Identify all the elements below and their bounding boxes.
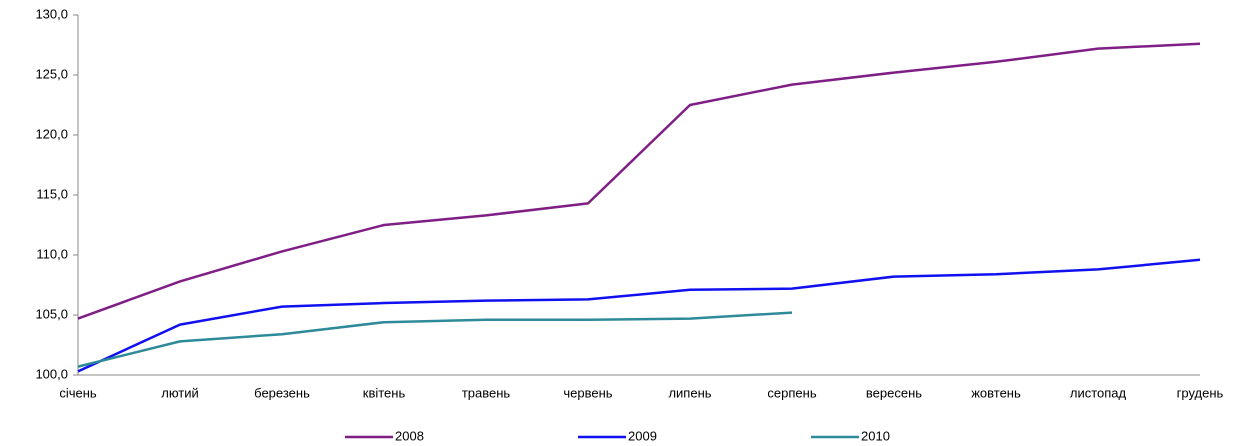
- y-tick-label: 130,0: [35, 6, 68, 21]
- legend-label: 2010: [861, 428, 890, 443]
- series-line: [77, 258, 1201, 373]
- x-tick-label: квітень: [363, 385, 406, 400]
- y-tick-label: 115,0: [36, 186, 68, 201]
- x-tick-label: серпень: [767, 385, 816, 400]
- x-tick-label: травень: [462, 385, 511, 400]
- x-tick-label: жовтень: [971, 385, 1021, 400]
- y-tick-label: 100,0: [35, 366, 68, 381]
- x-tick-label: грудень: [1177, 385, 1224, 400]
- x-tick-label: вересень: [866, 385, 922, 400]
- series-line: [77, 42, 1201, 320]
- x-tick-label: березень: [254, 385, 310, 400]
- x-tick-label: листопад: [1070, 385, 1127, 400]
- y-tick-label: 110,0: [36, 246, 68, 261]
- x-tick-label: липень: [668, 385, 711, 400]
- series-line: [77, 311, 793, 368]
- y-tick-label: 125,0: [35, 66, 68, 81]
- x-tick-label: січень: [59, 385, 97, 400]
- legend-label: 2008: [395, 428, 424, 443]
- x-tick-label: червень: [563, 385, 612, 400]
- y-tick-label: 120,0: [35, 126, 68, 141]
- y-tick-label: 105,0: [35, 306, 68, 321]
- x-tick-label: лютий: [161, 385, 199, 400]
- legend-label: 2009: [628, 428, 657, 443]
